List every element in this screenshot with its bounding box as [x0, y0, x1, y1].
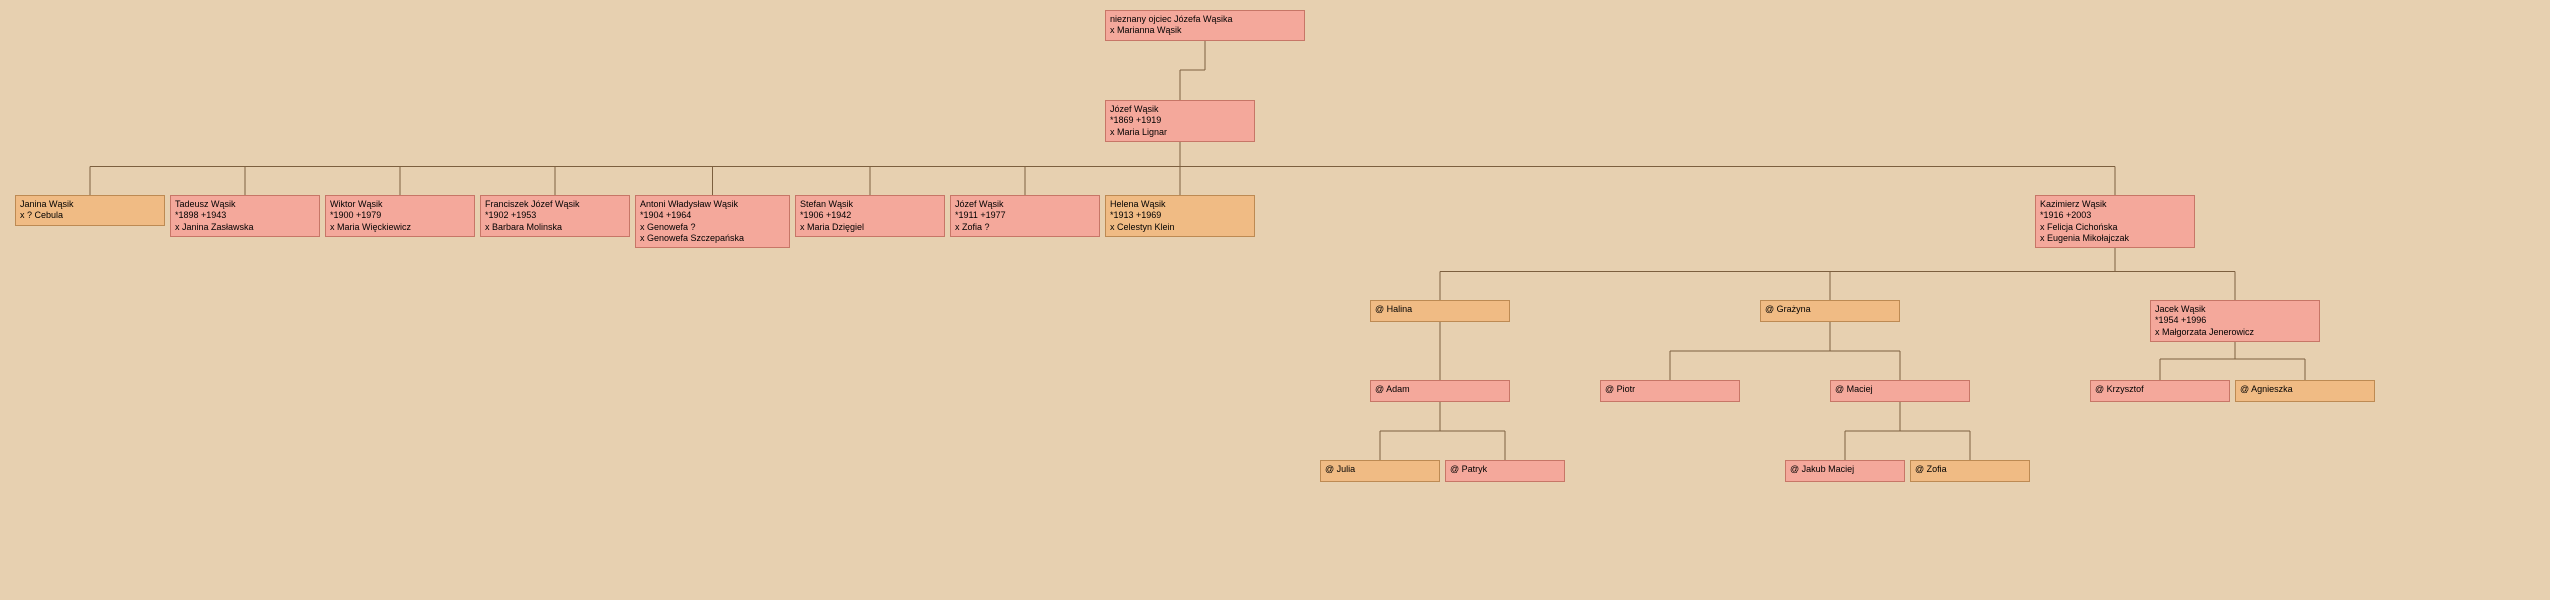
node-line: nieznany ojciec Józefa Wąsika	[1110, 14, 1300, 25]
node-line: *1906 +1942	[800, 210, 940, 221]
tree-node-maciej[interactable]: @ Maciej	[1830, 380, 1970, 402]
node-line: Jacek Wąsik	[2155, 304, 2315, 315]
tree-node-halina[interactable]: @ Halina	[1370, 300, 1510, 322]
tree-node-helena[interactable]: Helena Wąsik*1913 +1969x Celestyn Klein	[1105, 195, 1255, 237]
tree-node-adam[interactable]: @ Adam	[1370, 380, 1510, 402]
node-line: @ Maciej	[1835, 384, 1965, 395]
node-line: *1904 +1964	[640, 210, 785, 221]
tree-node-grazyna[interactable]: @ Grażyna	[1760, 300, 1900, 322]
node-line: @ Piotr	[1605, 384, 1735, 395]
node-line: Stefan Wąsik	[800, 199, 940, 210]
tree-node-jacek[interactable]: Jacek Wąsik*1954 +1996x Małgorzata Jener…	[2150, 300, 2320, 342]
node-line: @ Halina	[1375, 304, 1505, 315]
tree-node-piotr[interactable]: @ Piotr	[1600, 380, 1740, 402]
node-line: Tadeusz Wąsik	[175, 199, 315, 210]
node-line: x Felicja Cichońska	[2040, 222, 2190, 233]
node-line: Franciszek Józef Wąsik	[485, 199, 625, 210]
node-line: *1898 +1943	[175, 210, 315, 221]
tree-node-stefan[interactable]: Stefan Wąsik*1906 +1942x Maria Dzięgiel	[795, 195, 945, 237]
node-line: x Eugenia Mikołajczak	[2040, 233, 2190, 244]
tree-node-jozef[interactable]: Józef Wąsik*1869 +1919x Maria Lignar	[1105, 100, 1255, 142]
tree-node-franciszek[interactable]: Franciszek Józef Wąsik*1902 +1953x Barba…	[480, 195, 630, 237]
tree-node-patryk[interactable]: @ Patryk	[1445, 460, 1565, 482]
node-line: Józef Wąsik	[955, 199, 1095, 210]
node-line: @ Jakub Maciej	[1790, 464, 1900, 475]
node-line: x Genowefa Szczepańska	[640, 233, 785, 244]
node-line: *1954 +1996	[2155, 315, 2315, 326]
node-line: x Barbara Molinska	[485, 222, 625, 233]
node-line: @ Grażyna	[1765, 304, 1895, 315]
tree-node-antoni[interactable]: Antoni Władysław Wąsik*1904 +1964x Genow…	[635, 195, 790, 248]
tree-node-zofia[interactable]: @ Zofia	[1910, 460, 2030, 482]
tree-node-janina[interactable]: Janina Wąsikx ? Cebula	[15, 195, 165, 226]
node-line: Janina Wąsik	[20, 199, 160, 210]
node-line: x Celestyn Klein	[1110, 222, 1250, 233]
node-line: x Zofia ?	[955, 222, 1095, 233]
node-line: *1869 +1919	[1110, 115, 1250, 126]
node-line: @ Patryk	[1450, 464, 1560, 475]
node-line: @ Zofia	[1915, 464, 2025, 475]
node-line: Helena Wąsik	[1110, 199, 1250, 210]
node-line: Kazimierz Wąsik	[2040, 199, 2190, 210]
tree-node-julia[interactable]: @ Julia	[1320, 460, 1440, 482]
node-line: @ Adam	[1375, 384, 1505, 395]
node-line: x Maria Lignar	[1110, 127, 1250, 138]
tree-node-agnieszka[interactable]: @ Agnieszka	[2235, 380, 2375, 402]
node-line: @ Julia	[1325, 464, 1435, 475]
node-line: x Genowefa ?	[640, 222, 785, 233]
node-line: Wiktor Wąsik	[330, 199, 470, 210]
tree-node-tadeusz[interactable]: Tadeusz Wąsik*1898 +1943x Janina Zasławs…	[170, 195, 320, 237]
node-line: x Maria Dzięgiel	[800, 222, 940, 233]
tree-node-krzysztof[interactable]: @ Krzysztof	[2090, 380, 2230, 402]
tree-node-jakub[interactable]: @ Jakub Maciej	[1785, 460, 1905, 482]
node-line: *1900 +1979	[330, 210, 470, 221]
tree-node-jozef2[interactable]: Józef Wąsik*1911 +1977x Zofia ?	[950, 195, 1100, 237]
node-line: Józef Wąsik	[1110, 104, 1250, 115]
tree-node-kazimierz[interactable]: Kazimierz Wąsik*1916 +2003x Felicja Cich…	[2035, 195, 2195, 248]
node-line: x ? Cebula	[20, 210, 160, 221]
node-line: *1902 +1953	[485, 210, 625, 221]
node-line: @ Krzysztof	[2095, 384, 2225, 395]
node-line: *1916 +2003	[2040, 210, 2190, 221]
node-line: Antoni Władysław Wąsik	[640, 199, 785, 210]
tree-node-wiktor[interactable]: Wiktor Wąsik*1900 +1979x Maria Więckiewi…	[325, 195, 475, 237]
node-line: x Małgorzata Jenerowicz	[2155, 327, 2315, 338]
node-line: x Janina Zasławska	[175, 222, 315, 233]
node-line: x Marianna Wąsik	[1110, 25, 1300, 36]
node-line: @ Agnieszka	[2240, 384, 2370, 395]
tree-node-root[interactable]: nieznany ojciec Józefa Wąsikax Marianna …	[1105, 10, 1305, 41]
node-line: *1913 +1969	[1110, 210, 1250, 221]
node-line: x Maria Więckiewicz	[330, 222, 470, 233]
node-line: *1911 +1977	[955, 210, 1095, 221]
